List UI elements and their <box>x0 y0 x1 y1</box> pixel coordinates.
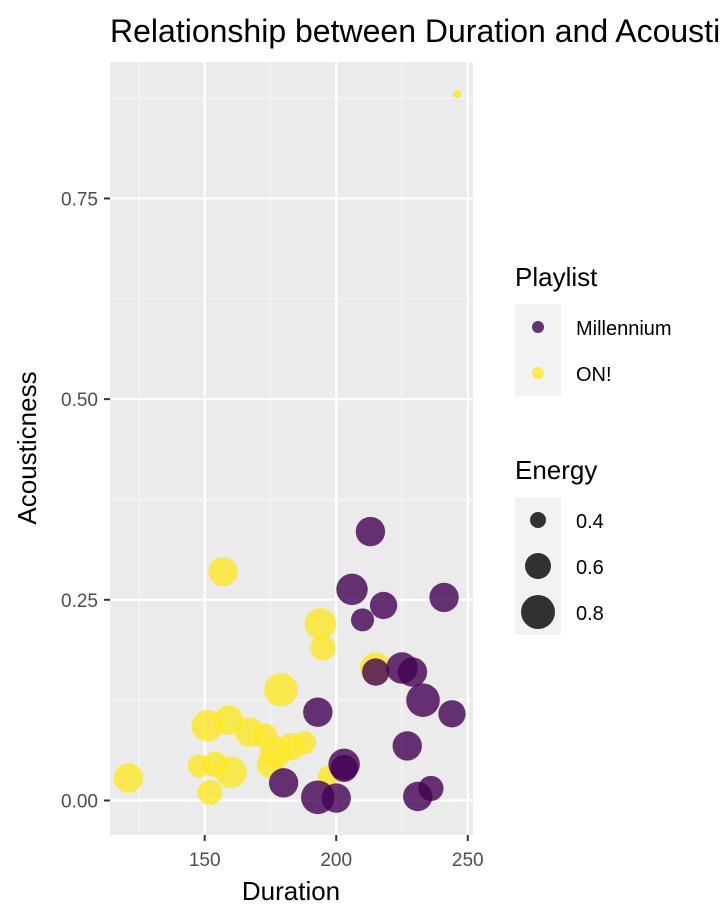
data-point <box>453 89 462 99</box>
x-axis-title: Duration <box>242 876 340 906</box>
data-point <box>208 557 238 587</box>
legend-size-08 <box>521 595 555 629</box>
x-tick-label: 250 <box>452 850 484 871</box>
data-point <box>350 608 375 632</box>
legend-size-label-04: 0.4 <box>576 511 604 533</box>
x-tick-label: 150 <box>189 850 221 871</box>
data-point <box>293 731 317 755</box>
data-point <box>406 683 440 717</box>
y-tick-label: 0.75 <box>61 189 98 210</box>
data-point <box>321 783 351 813</box>
color-legend: Playlist Millennium ON! <box>515 262 672 396</box>
data-points <box>113 89 466 815</box>
data-point <box>336 573 368 606</box>
color-legend-key-bg <box>515 304 561 396</box>
data-point <box>392 731 422 761</box>
data-point <box>403 781 433 812</box>
data-point <box>197 779 223 806</box>
data-point <box>215 756 247 789</box>
size-legend: Energy 0.4 0.6 0.8 <box>515 455 604 635</box>
data-point <box>355 516 386 547</box>
legend-size-label-08: 0.8 <box>576 603 604 625</box>
y-tick-label: 0.50 <box>61 390 98 411</box>
legend-size-06 <box>525 553 551 579</box>
data-point <box>303 697 333 727</box>
data-point <box>113 763 144 793</box>
legend-label-on: ON! <box>576 364 612 386</box>
color-legend-title: Playlist <box>515 262 598 292</box>
legend-label-millennium: Millennium <box>576 318 672 340</box>
y-tick-label: 0.00 <box>61 791 98 812</box>
data-point <box>310 635 336 661</box>
data-point <box>429 582 459 613</box>
data-point <box>264 672 298 707</box>
data-point <box>397 657 428 687</box>
data-point <box>268 768 299 798</box>
y-tick-label: 0.25 <box>61 591 98 612</box>
axes: 150 200 250 0.00 0.25 0.50 0.75 <box>61 189 484 871</box>
data-point <box>330 754 358 783</box>
data-point <box>362 658 390 686</box>
legend-key-millennium <box>532 321 544 333</box>
size-legend-title: Energy <box>515 455 597 485</box>
chart-title: Relationship between Duration and Acoust… <box>110 13 720 49</box>
y-axis-title: Acousticness <box>12 371 42 524</box>
data-point <box>369 591 398 620</box>
x-tick-label: 200 <box>320 850 352 871</box>
legend-size-label-06: 0.6 <box>576 557 604 579</box>
legend-key-on <box>532 367 544 379</box>
data-point <box>438 700 466 728</box>
plot-panel <box>110 62 473 835</box>
grid-lines <box>110 62 473 835</box>
data-point <box>304 608 337 640</box>
legend-size-04 <box>530 512 546 528</box>
